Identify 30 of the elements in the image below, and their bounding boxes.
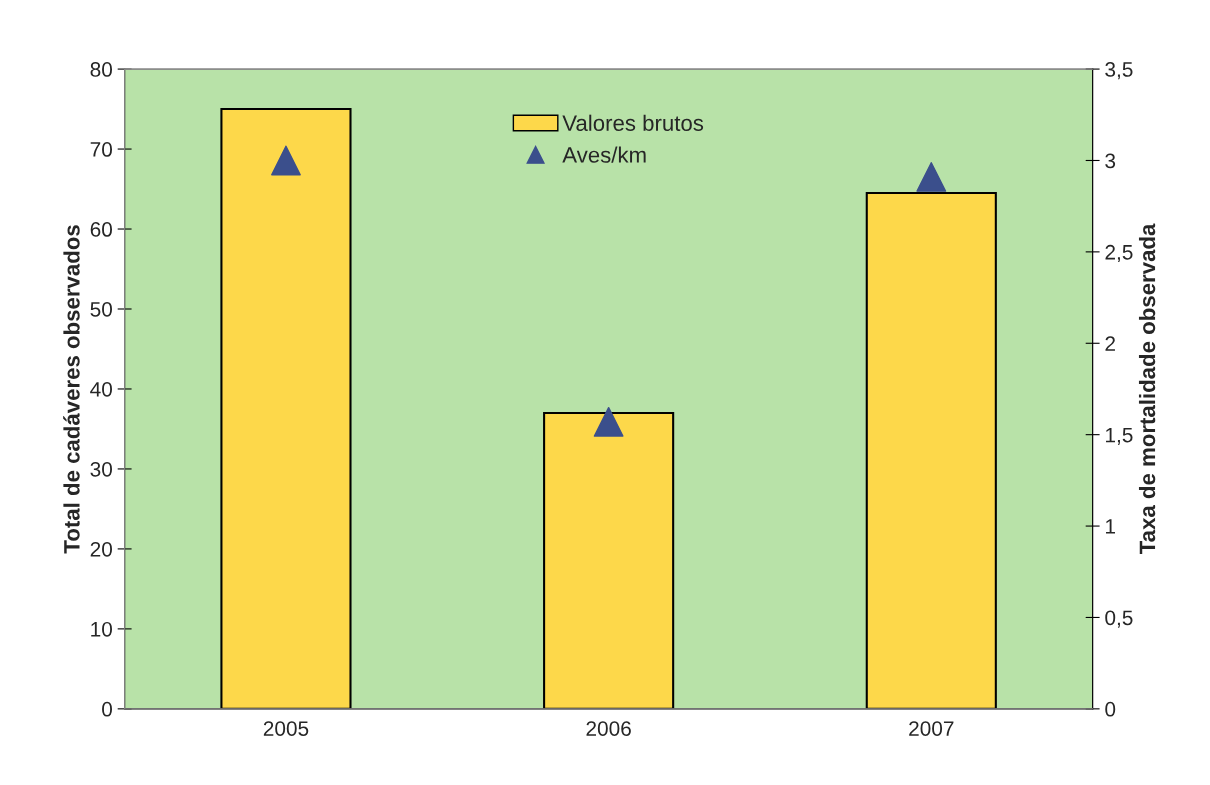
point: [593, 406, 624, 437]
legend-label: Valores brutos: [562, 114, 704, 131]
y-tick-label: 50: [90, 302, 113, 317]
y-tick-label: 60: [90, 222, 113, 237]
y2-tick-label: 1,5: [1106, 427, 1133, 445]
y-tick-label: 70: [90, 142, 113, 157]
point: [916, 162, 947, 192]
y2-axis-title: Taxa de mortalidade observada: [1138, 223, 1156, 554]
point: [271, 145, 301, 176]
x-tick-label: 2005: [263, 721, 309, 736]
y2-tick-label: 3,5: [1105, 62, 1133, 80]
y-tick-label: 20: [90, 541, 113, 557]
bar: [543, 411, 675, 709]
y2-tick-label: 2,5: [1105, 244, 1133, 263]
y-tick-label: 80: [90, 62, 113, 77]
y-tick-label: 40: [90, 381, 113, 397]
bar: [865, 192, 997, 709]
x-tick-label: 2007: [909, 721, 954, 736]
bar: [220, 108, 352, 709]
y2-tick-label: 2: [1105, 336, 1115, 351]
y-tick-label: 0: [102, 701, 113, 717]
y2-tick-label: 0,5: [1105, 610, 1133, 628]
y-tick-label: 30: [90, 461, 113, 477]
y2-tick-label: 3: [1105, 153, 1116, 169]
y-axis-title: Total de cadáveres observados: [63, 225, 80, 554]
y2-tick-label: 0: [1105, 701, 1116, 717]
y-tick-label: 10: [91, 621, 113, 637]
x-tick-label: 2006: [586, 721, 631, 736]
y2-tick-label: 1: [1106, 519, 1116, 534]
legend-label: Aves/km: [562, 146, 646, 163]
